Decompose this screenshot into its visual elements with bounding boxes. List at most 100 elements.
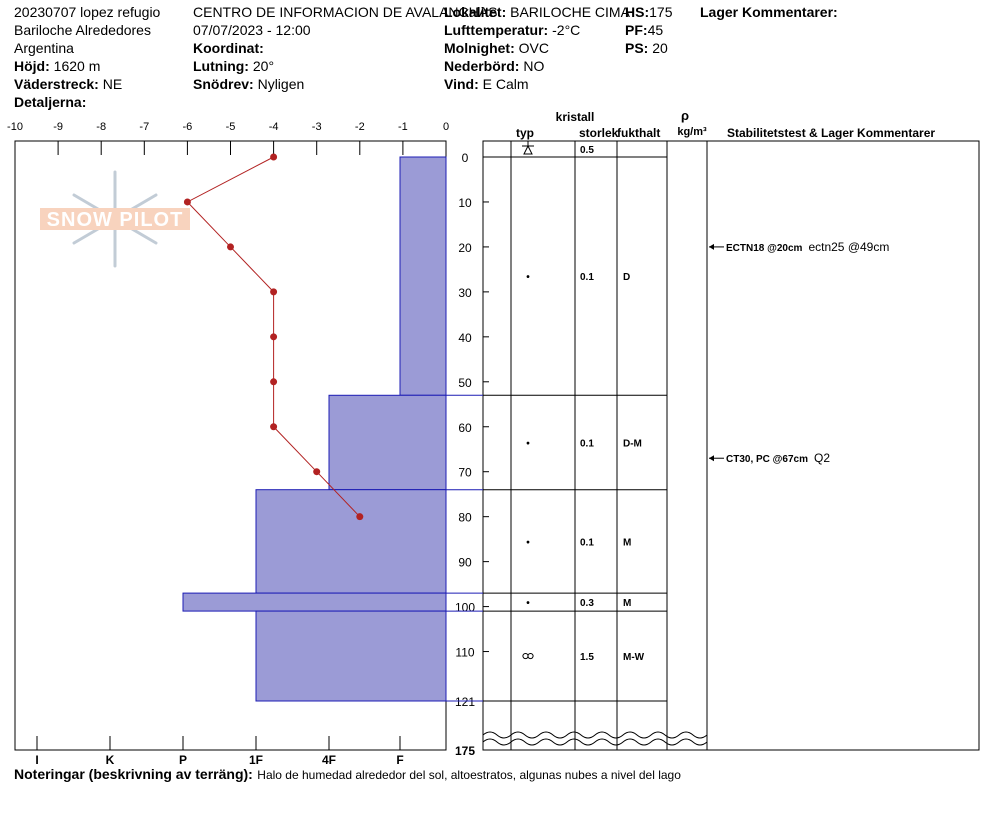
hardness-bar (255, 489, 447, 594)
depth-tick-label: 50 (458, 376, 472, 390)
field: Väderstreck: NE (14, 76, 122, 92)
field-value: NE (103, 76, 122, 92)
temp-tick-label: -1 (398, 121, 408, 133)
grain-size: 0.3 (580, 598, 594, 609)
moisture: M-W (623, 652, 645, 663)
field-label: Detaljerna: (14, 94, 86, 110)
hardness-bar (182, 592, 447, 612)
depth-tick-label: 100 (455, 601, 475, 615)
depth-tick-label: 121 (455, 695, 475, 709)
field-value: 20° (253, 58, 274, 74)
temp-tick-label: -7 (139, 121, 149, 133)
grain-type: • (526, 272, 530, 283)
field-label: Snödrev: (193, 76, 254, 92)
temp-tick-label: -3 (312, 121, 322, 133)
hardness-tick-label: I (35, 753, 38, 767)
test-comment: ectn25 @49cm (808, 240, 889, 254)
field-value: E Calm (483, 76, 529, 92)
field: PF:45 (625, 22, 663, 38)
organization: CENTRO DE INFORMACION DE AVALANCHAS (193, 4, 497, 20)
field-label: HS: (625, 4, 649, 20)
col-header: kristall (556, 110, 595, 124)
depth-tick-label: 10 (458, 196, 472, 210)
depth-tick-label: 80 (458, 511, 472, 525)
field-label: Lutning: (193, 58, 249, 74)
grain-size: 0.5 (580, 145, 594, 156)
temperature-point (270, 288, 278, 296)
temp-tick-label: -10 (7, 121, 23, 133)
grain-symbol (527, 652, 534, 660)
grain-symbol (522, 141, 534, 155)
test-arrowhead (709, 243, 714, 250)
hardness-tick-label: F (396, 753, 403, 767)
temp-tick-label: -5 (226, 121, 236, 133)
field: Lutning: 20° (193, 58, 274, 74)
field: HS:175 (625, 4, 673, 20)
grain-symbol (522, 652, 529, 660)
temperature-point (270, 423, 278, 431)
grain-size: 1.5 (580, 652, 594, 663)
temp-tick-label: -4 (269, 121, 279, 133)
field-label: PS: (625, 40, 648, 56)
field: Vind: E Calm (444, 76, 529, 92)
field-label: Lokalitet: (444, 4, 506, 20)
depth-break (482, 731, 708, 746)
col-header: kg/m³ (677, 126, 707, 138)
hardness-tick-label: 1F (249, 753, 263, 767)
grain-type: • (526, 438, 530, 449)
logo: SNOW PILOT (40, 170, 190, 268)
field: Snödrev: Nyligen (193, 76, 304, 92)
field: Höjd: 1620 m (14, 58, 100, 74)
temp-tick-label: -8 (96, 121, 106, 133)
notes: Noteringar (beskrivning av terräng): Hal… (14, 766, 681, 783)
temperature-point (227, 243, 234, 251)
col-header: typ (516, 126, 534, 140)
col-header: storlek (579, 126, 619, 140)
temperature-point (270, 153, 278, 161)
stability-test: CT30, PC @67cm Q2 (726, 451, 830, 465)
field-value: Nyligen (258, 76, 305, 92)
temperature-point (183, 198, 191, 206)
temp-tick-label: -9 (53, 121, 63, 133)
test-result: CT30, PC @67cm (726, 454, 808, 465)
field-label: Vind: (444, 76, 479, 92)
notes-label: Noteringar (beskrivning av terräng): (14, 766, 253, 782)
field: PS: 20 (625, 40, 668, 56)
depth-tick-label: 60 (458, 421, 472, 435)
header: 20230707 lopez refugio Bariloche Alreded… (14, 4, 838, 110)
field-label: Koordinat: (193, 40, 264, 56)
field-value: 1620 m (54, 58, 101, 74)
comments-frame (706, 140, 980, 751)
moisture: M (623, 598, 631, 609)
field-value: OVC (519, 40, 549, 56)
hardness-tick-label: K (106, 753, 115, 767)
country: Argentina (14, 40, 74, 56)
grain-size: 0.1 (580, 537, 594, 548)
column-headers: kristall typ storlek fukthalt ρ kg/m³ St… (516, 108, 935, 140)
field: Lufttemperatur: -2°C (444, 22, 580, 38)
field-value: 20 (652, 40, 668, 56)
col-header: Stabilitetstest & Lager Kommentarer (727, 126, 935, 140)
field-value: 175 (649, 4, 673, 20)
grain-type: • (526, 598, 530, 609)
col-header: ρ (681, 108, 689, 123)
stability-test: ECTN18 @20cm ectn25 @49cm (726, 240, 889, 254)
moisture: D-M (623, 438, 642, 449)
depth-tick-label: 20 (458, 241, 472, 255)
field-label: Nederbörd: (444, 58, 519, 74)
temperature-point (313, 468, 321, 476)
table-columns (483, 141, 668, 750)
grain-type: • (526, 537, 530, 548)
depth-tick-label: 40 (458, 331, 472, 345)
temp-tick-label: -6 (183, 121, 193, 133)
test-arrowhead (709, 455, 714, 462)
field-value: -2°C (552, 22, 580, 38)
field-label: Molnighet: (444, 40, 515, 56)
moisture: D (623, 272, 630, 283)
hardness-tick-label: P (179, 753, 187, 767)
field-label: Lufttemperatur: (444, 22, 548, 38)
test-comment: Q2 (814, 451, 830, 465)
depth-tick-label: 0 (462, 151, 469, 165)
col-header: fukthalt (617, 126, 660, 140)
